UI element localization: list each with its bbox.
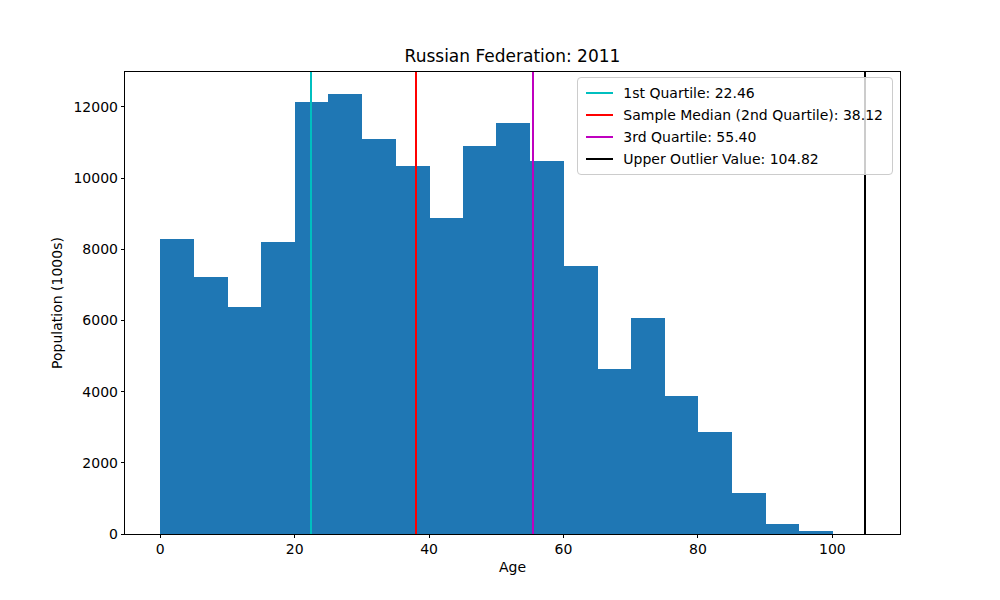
histogram-bar [429, 218, 463, 534]
histogram-bar [564, 266, 598, 534]
third-quartile-line [532, 72, 534, 534]
histogram-bar [631, 318, 665, 534]
y-tick-mark [121, 106, 125, 107]
legend-item-median: Sample Median (2nd Quartile): 38.12 [586, 104, 883, 126]
legend-item-q1: 1st Quartile: 22.46 [586, 82, 883, 104]
histogram-bar [732, 493, 766, 534]
legend: 1st Quartile: 22.46 Sample Median (2nd Q… [577, 77, 893, 175]
chart-title: Russian Federation: 2011 [125, 46, 900, 66]
plot-area: 1st Quartile: 22.46 Sample Median (2nd Q… [125, 72, 900, 534]
histogram-bar [698, 432, 732, 534]
histogram-bar [530, 161, 564, 534]
x-tick-label: 0 [130, 542, 190, 556]
histogram-bar [362, 139, 396, 534]
y-tick-mark [121, 320, 125, 321]
histogram-bar [664, 396, 698, 534]
histogram-bar [227, 307, 261, 534]
legend-line-swatch-q1 [586, 92, 613, 94]
y-tick-mark [121, 462, 125, 463]
y-tick-label: 0 [0, 527, 118, 541]
x-tick-mark [160, 534, 161, 538]
legend-line-swatch-median [586, 114, 613, 116]
histogram-bar [395, 166, 429, 534]
histogram-bar [765, 524, 799, 534]
legend-item-outlier: Upper Outlier Value: 104.82 [586, 148, 883, 170]
median-line [415, 72, 417, 534]
y-axis-label: Population (1000s) [49, 237, 65, 369]
x-tick-label: 40 [399, 542, 459, 556]
histogram-bar [496, 123, 530, 534]
legend-label-outlier: Upper Outlier Value: 104.82 [623, 151, 818, 167]
first-quartile-line [310, 72, 312, 534]
figure: Russian Federation: 2011 1st Quartile: 2… [0, 0, 1000, 600]
x-tick-mark [429, 534, 430, 538]
legend-line-swatch-q3 [586, 136, 613, 138]
histogram-bar [799, 531, 833, 534]
x-tick-label: 60 [534, 542, 594, 556]
histogram-bar [261, 242, 295, 534]
legend-line-swatch-outlier [586, 158, 613, 160]
y-tick-label: 4000 [0, 385, 118, 399]
y-tick-label: 10000 [0, 171, 118, 185]
x-tick-mark [697, 534, 698, 538]
x-tick-mark [832, 534, 833, 538]
x-tick-mark [294, 534, 295, 538]
y-tick-label: 12000 [0, 100, 118, 114]
y-tick-mark [121, 178, 125, 179]
histogram-bar [160, 239, 194, 534]
x-tick-mark [563, 534, 564, 538]
y-tick-mark [121, 391, 125, 392]
legend-label-q1: 1st Quartile: 22.46 [623, 85, 755, 101]
legend-label-median: Sample Median (2nd Quartile): 38.12 [623, 107, 883, 123]
x-axis-label: Age [125, 559, 900, 575]
x-tick-label: 80 [668, 542, 728, 556]
y-tick-mark [121, 249, 125, 250]
legend-label-q3: 3rd Quartile: 55.40 [623, 129, 756, 145]
y-tick-label: 2000 [0, 456, 118, 470]
x-tick-label: 100 [802, 542, 862, 556]
histogram-bar [463, 146, 497, 534]
histogram-bar [194, 277, 228, 534]
histogram-bar [597, 369, 631, 534]
legend-item-q3: 3rd Quartile: 55.40 [586, 126, 883, 148]
histogram-bar [328, 94, 362, 534]
x-tick-label: 20 [265, 542, 325, 556]
y-tick-mark [121, 534, 125, 535]
